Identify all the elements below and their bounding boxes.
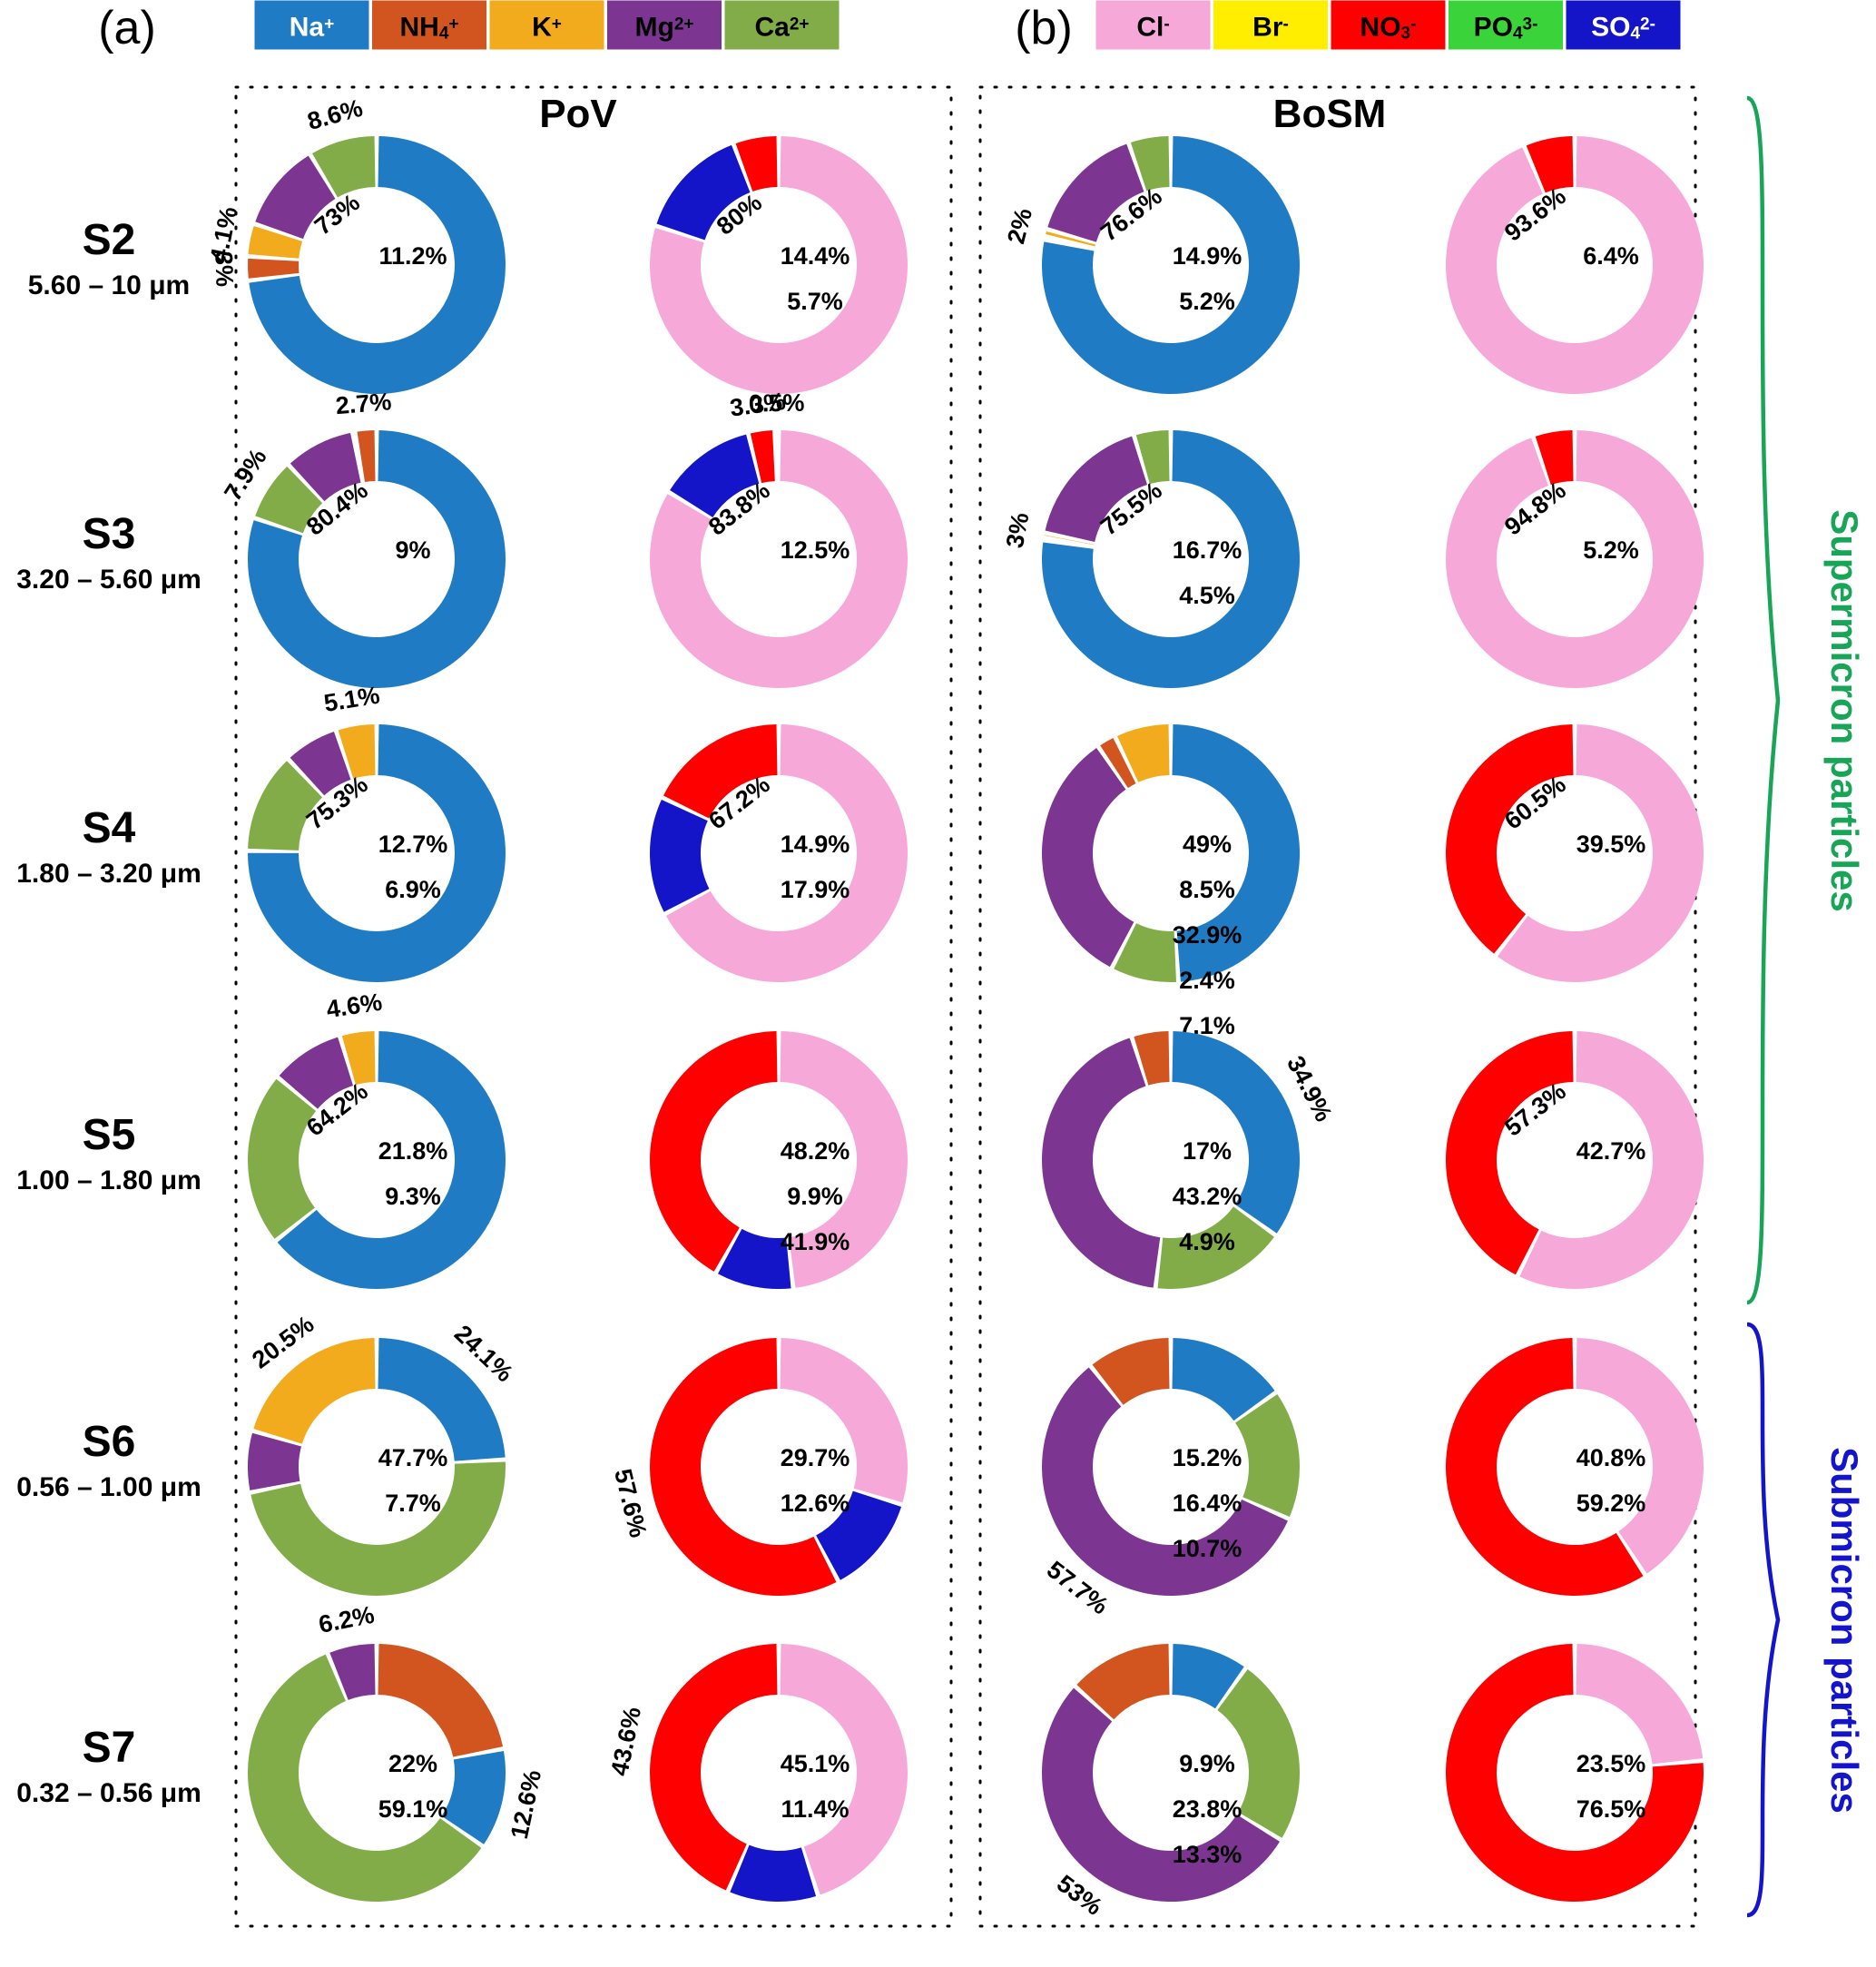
svg-text:(a): (a) — [98, 2, 156, 54]
svg-text:4.9%: 4.9% — [1179, 1228, 1235, 1255]
svg-text:5.2%: 5.2% — [1583, 536, 1639, 564]
svg-text:Submicron particles: Submicron particles — [1823, 1447, 1866, 1814]
svg-text:2.7%: 2.7% — [335, 388, 393, 419]
svg-text:1.80 – 3.20 μm: 1.80 – 3.20 μm — [16, 859, 201, 889]
svg-text:14.9%: 14.9% — [781, 831, 850, 858]
svg-text:17.9%: 17.9% — [781, 876, 850, 903]
svg-text:14.4%: 14.4% — [781, 242, 850, 270]
svg-text:23.5%: 23.5% — [1576, 1750, 1646, 1777]
svg-text:43.2%: 43.2% — [1173, 1183, 1242, 1210]
svg-text:2.4%: 2.4% — [1179, 967, 1235, 994]
svg-text:5.1%: 5.1% — [322, 682, 382, 717]
svg-text:59.1%: 59.1% — [378, 1795, 448, 1823]
svg-text:16.4%: 16.4% — [1173, 1490, 1242, 1517]
svg-text:5.7%: 5.7% — [787, 288, 843, 315]
svg-text:10.7%: 10.7% — [1173, 1535, 1242, 1562]
svg-text:S7: S7 — [83, 1724, 136, 1772]
svg-text:57.6%: 57.6% — [609, 1466, 652, 1540]
svg-text:Supermicron particles: Supermicron particles — [1823, 509, 1866, 911]
svg-text:S2: S2 — [83, 216, 136, 264]
svg-text:17%: 17% — [1183, 1137, 1232, 1165]
svg-text:S6: S6 — [83, 1418, 136, 1466]
svg-text:42.7%: 42.7% — [1576, 1137, 1646, 1165]
svg-text:21.8%: 21.8% — [378, 1137, 448, 1165]
svg-text:3%: 3% — [1001, 510, 1035, 550]
svg-text:9.9%: 9.9% — [1179, 1750, 1235, 1777]
svg-text:4.5%: 4.5% — [1179, 582, 1235, 609]
svg-text:BoSM: BoSM — [1273, 92, 1387, 136]
svg-text:41.9%: 41.9% — [781, 1228, 850, 1255]
svg-text:11.4%: 11.4% — [781, 1795, 849, 1823]
svg-text:0.56 – 1.00 μm: 0.56 – 1.00 μm — [16, 1472, 201, 1502]
svg-text:9%: 9% — [395, 536, 430, 564]
svg-text:2%: 2% — [1002, 205, 1037, 246]
svg-text:12.6%: 12.6% — [781, 1490, 850, 1517]
svg-text:45.1%: 45.1% — [781, 1750, 850, 1777]
svg-text:S3: S3 — [83, 510, 136, 558]
svg-text:43.6%: 43.6% — [605, 1705, 646, 1778]
svg-text:8.5%: 8.5% — [1179, 876, 1235, 903]
svg-text:5.60 – 10 μm: 5.60 – 10 μm — [28, 270, 190, 300]
svg-text:9.3%: 9.3% — [385, 1183, 441, 1210]
svg-text:(b): (b) — [1015, 2, 1073, 54]
svg-text:40.8%: 40.8% — [1576, 1444, 1646, 1471]
svg-text:5.2%: 5.2% — [1179, 288, 1235, 315]
svg-text:0.5%: 0.5% — [749, 389, 805, 418]
svg-text:32.9%: 32.9% — [1173, 921, 1242, 949]
svg-text:1.00 – 1.80 μm: 1.00 – 1.80 μm — [16, 1165, 201, 1195]
svg-text:S4: S4 — [83, 804, 136, 852]
svg-text:S5: S5 — [83, 1111, 136, 1159]
svg-text:13.3%: 13.3% — [1173, 1841, 1242, 1868]
svg-text:22%: 22% — [388, 1750, 437, 1777]
svg-text:23.8%: 23.8% — [1173, 1795, 1242, 1823]
svg-text:6.9%: 6.9% — [385, 876, 441, 903]
svg-text:4.6%: 4.6% — [325, 988, 384, 1024]
svg-text:8.6%: 8.6% — [304, 94, 365, 135]
svg-text:7.7%: 7.7% — [385, 1490, 441, 1517]
svg-text:29.7%: 29.7% — [781, 1444, 850, 1471]
svg-text:9.9%: 9.9% — [787, 1183, 843, 1210]
svg-text:49%: 49% — [1183, 831, 1232, 858]
svg-text:15.2%: 15.2% — [1173, 1444, 1242, 1471]
svg-text:7.9%: 7.9% — [219, 444, 272, 506]
svg-text:48.2%: 48.2% — [781, 1137, 850, 1165]
svg-text:11.2%: 11.2% — [378, 242, 447, 270]
svg-text:16.7%: 16.7% — [1173, 536, 1242, 564]
svg-text:59.2%: 59.2% — [1576, 1490, 1646, 1517]
svg-text:39.5%: 39.5% — [1576, 831, 1646, 858]
svg-text:6.2%: 6.2% — [317, 1601, 377, 1638]
svg-text:12.7%: 12.7% — [378, 831, 448, 858]
svg-text:3.20 – 5.60 μm: 3.20 – 5.60 μm — [16, 565, 201, 595]
svg-text:0.32 – 0.56 μm: 0.32 – 0.56 μm — [16, 1778, 201, 1808]
svg-text:47.7%: 47.7% — [378, 1444, 448, 1471]
svg-text:12.6%: 12.6% — [506, 1767, 546, 1841]
svg-text:6.4%: 6.4% — [1583, 242, 1639, 270]
svg-text:14.9%: 14.9% — [1173, 242, 1242, 270]
svg-text:12.5%: 12.5% — [781, 536, 850, 564]
svg-text:PoV: PoV — [539, 92, 617, 136]
svg-text:76.5%: 76.5% — [1576, 1795, 1646, 1823]
